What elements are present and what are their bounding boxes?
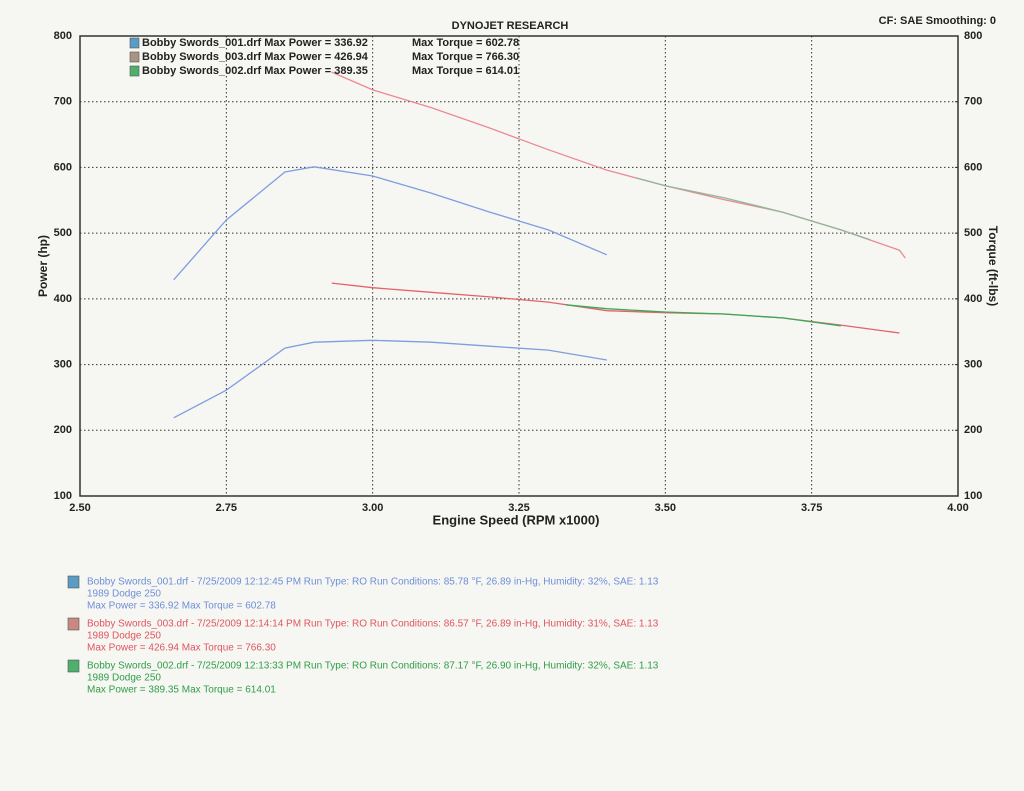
legend-entry: Bobby Swords_002.drf Max Power = 389.35: [142, 65, 368, 77]
note-line: 1989 Dodge 250: [87, 589, 161, 600]
data-line: [565, 304, 841, 327]
y-tick-label: 300: [54, 358, 72, 370]
y2-tick-label: 200: [964, 424, 982, 436]
legend-entry: Max Torque = 602.78: [412, 37, 519, 49]
y-tick-label: 700: [54, 96, 72, 108]
y2-axis-label: Torque (ft-lbs): [986, 226, 1000, 306]
legend-entry: Max Torque = 766.30: [412, 51, 519, 63]
y-tick-label: 100: [54, 490, 72, 502]
legend-entry: Bobby Swords_001.drf Max Power = 336.92: [142, 37, 368, 49]
corner-text: CF: SAE Smoothing: 0: [879, 15, 996, 27]
legend-swatch: [129, 65, 140, 77]
y-tick-label: 800: [54, 30, 72, 42]
y-tick-label: 400: [54, 293, 72, 305]
y-tick-label: 500: [54, 227, 72, 239]
x-tick-label: 2.50: [69, 502, 90, 514]
chart-title: DYNOJET RESEARCH: [452, 20, 569, 32]
x-tick-label: 3.75: [801, 502, 822, 514]
note-line: Bobby Swords_001.drf - 7/25/2009 12:12:4…: [87, 577, 659, 588]
y2-tick-label: 300: [964, 358, 982, 370]
y-axis-label: Power (hp): [36, 235, 50, 297]
x-tick-label: 3.50: [655, 502, 676, 514]
note-line: 1989 Dodge 250: [87, 631, 161, 642]
legend-entry: Max Torque = 614.01: [412, 65, 519, 77]
note-line: Bobby Swords_002.drf - 7/25/2009 12:13:3…: [87, 661, 659, 672]
data-line: [635, 177, 871, 241]
note-line: Bobby Swords_003.drf - 7/25/2009 12:14:1…: [87, 619, 659, 630]
y-tick-label: 200: [54, 424, 72, 436]
legend-swatch: [129, 51, 140, 63]
x-tick-label: 2.75: [216, 502, 237, 514]
legend-swatch: [129, 37, 140, 49]
y2-tick-label: 400: [964, 293, 982, 305]
x-tick-label: 3.00: [362, 502, 383, 514]
note-swatch: [67, 659, 80, 673]
note-line: Max Power = 389.35 Max Torque = 614.01: [87, 685, 276, 696]
y2-tick-label: 100: [964, 490, 982, 502]
y2-tick-label: 500: [964, 227, 982, 239]
y-tick-label: 600: [54, 161, 72, 173]
y2-tick-label: 700: [964, 96, 982, 108]
note-swatch: [67, 617, 80, 631]
data-line: [173, 166, 608, 281]
y2-tick-label: 600: [964, 161, 982, 173]
x-tick-label: 4.00: [947, 502, 968, 514]
note-line: Max Power = 426.94 Max Torque = 766.30: [87, 643, 276, 654]
data-line: [173, 339, 607, 419]
x-axis-label: Engine Speed (RPM x1000): [433, 512, 600, 527]
x-tick-label: 3.25: [508, 502, 529, 514]
note-swatch: [67, 575, 80, 589]
note-line: 1989 Dodge 250: [87, 673, 161, 684]
legend-entry: Bobby Swords_003.drf Max Power = 426.94: [142, 51, 369, 63]
note-line: Max Power = 336.92 Max Torque = 602.78: [87, 601, 276, 612]
y2-tick-label: 800: [964, 30, 982, 42]
